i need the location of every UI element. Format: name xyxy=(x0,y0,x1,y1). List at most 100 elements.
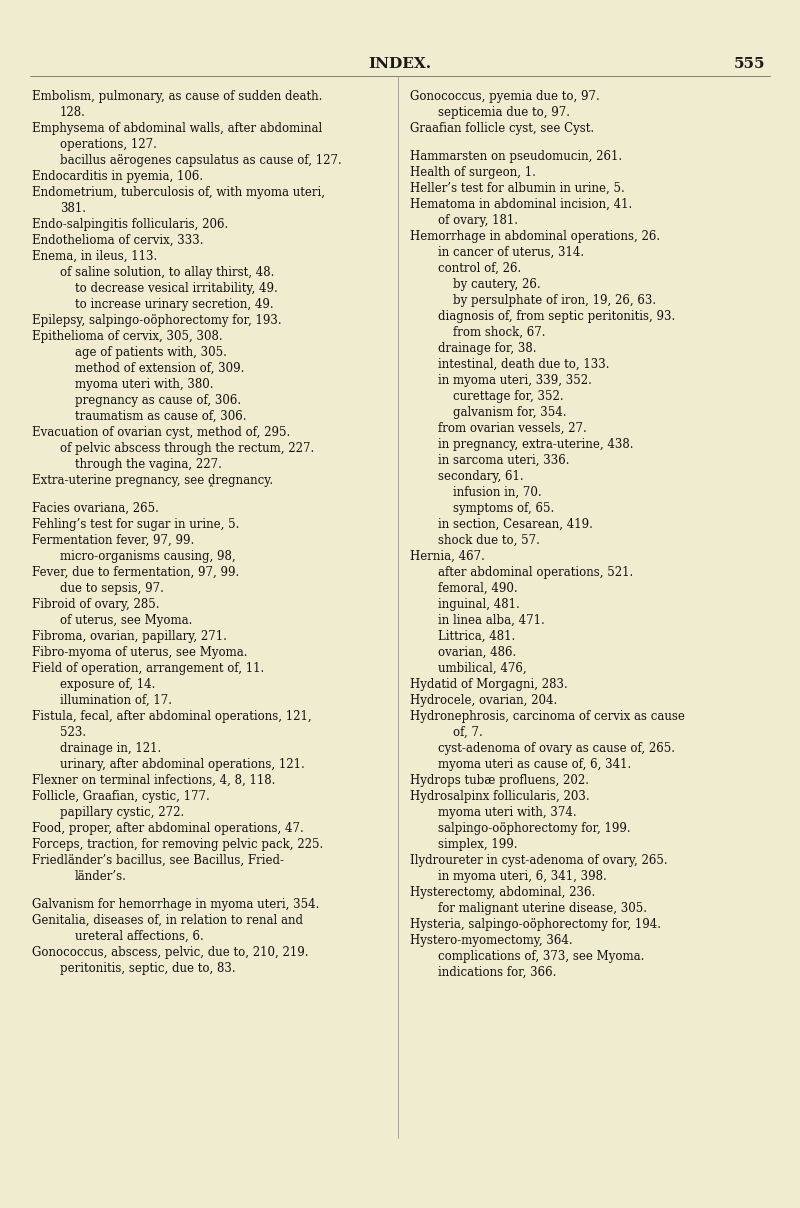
Text: Health of surgeon, 1.: Health of surgeon, 1. xyxy=(410,165,536,179)
Text: secondary, 61.: secondary, 61. xyxy=(438,470,524,483)
Text: pregnancy as cause of, 306.: pregnancy as cause of, 306. xyxy=(75,394,241,407)
Text: septicemia due to, 97.: septicemia due to, 97. xyxy=(438,106,570,120)
Text: of saline solution, to allay thirst, 48.: of saline solution, to allay thirst, 48. xyxy=(60,266,274,279)
Text: in myoma uteri, 339, 352.: in myoma uteri, 339, 352. xyxy=(438,374,592,387)
Text: 381.: 381. xyxy=(60,202,86,215)
Text: Hematoma in abdominal incision, 41.: Hematoma in abdominal incision, 41. xyxy=(410,198,632,211)
Text: exposure of, 14.: exposure of, 14. xyxy=(60,678,155,691)
Text: of pelvic abscess through the rectum, 227.: of pelvic abscess through the rectum, 22… xyxy=(60,442,314,455)
Text: infusion in, 70.: infusion in, 70. xyxy=(453,486,542,499)
Text: Follicle, Graafian, cystic, 177.: Follicle, Graafian, cystic, 177. xyxy=(32,790,210,803)
Text: symptoms of, 65.: symptoms of, 65. xyxy=(453,503,554,515)
Text: complications of, 373, see Myoma.: complications of, 373, see Myoma. xyxy=(438,949,644,963)
Text: operations, 127.: operations, 127. xyxy=(60,138,157,151)
Text: Fermentation fever, 97, 99.: Fermentation fever, 97, 99. xyxy=(32,534,194,547)
Text: Hemorrhage in abdominal operations, 26.: Hemorrhage in abdominal operations, 26. xyxy=(410,230,660,243)
Text: Field of operation, arrangement of, 11.: Field of operation, arrangement of, 11. xyxy=(32,662,264,675)
Text: Extra-uterine pregnancy, see ḓregnancy.: Extra-uterine pregnancy, see ḓregnancy. xyxy=(32,474,273,487)
Text: inguinal, 481.: inguinal, 481. xyxy=(438,598,520,611)
Text: after abdominal operations, 521.: after abdominal operations, 521. xyxy=(438,567,634,579)
Text: Food, proper, after abdominal operations, 47.: Food, proper, after abdominal operations… xyxy=(32,821,304,835)
Text: of ovary, 181.: of ovary, 181. xyxy=(438,214,518,227)
Text: Hydrocele, ovarian, 204.: Hydrocele, ovarian, 204. xyxy=(410,695,558,707)
Text: 523.: 523. xyxy=(60,726,86,739)
Text: Emphysema of abdominal walls, after abdominal: Emphysema of abdominal walls, after abdo… xyxy=(32,122,322,135)
Text: Endothelioma of cervix, 333.: Endothelioma of cervix, 333. xyxy=(32,234,203,246)
Text: urinary, after abdominal operations, 121.: urinary, after abdominal operations, 121… xyxy=(60,757,305,771)
Text: Epithelioma of cervix, 305, 308.: Epithelioma of cervix, 305, 308. xyxy=(32,330,222,343)
Text: 128.: 128. xyxy=(60,106,86,120)
Text: Endocarditis in pyemia, 106.: Endocarditis in pyemia, 106. xyxy=(32,170,203,182)
Text: Epilepsy, salpingo-oöphorectomy for, 193.: Epilepsy, salpingo-oöphorectomy for, 193… xyxy=(32,314,282,327)
Text: due to sepsis, 97.: due to sepsis, 97. xyxy=(60,582,164,596)
Text: Hammarsten on pseudomucin, 261.: Hammarsten on pseudomucin, 261. xyxy=(410,150,622,163)
Text: Graafian follicle cyst, see Cyst.: Graafian follicle cyst, see Cyst. xyxy=(410,122,594,135)
Text: Hydronephrosis, carcinoma of cervix as cause: Hydronephrosis, carcinoma of cervix as c… xyxy=(410,710,685,724)
Text: Embolism, pulmonary, as cause of sudden death.: Embolism, pulmonary, as cause of sudden … xyxy=(32,91,322,103)
Text: Hydatid of Morgagni, 283.: Hydatid of Morgagni, 283. xyxy=(410,678,568,691)
Text: Hysterectomy, abdominal, 236.: Hysterectomy, abdominal, 236. xyxy=(410,885,595,899)
Text: Fever, due to fermentation, 97, 99.: Fever, due to fermentation, 97, 99. xyxy=(32,567,239,579)
Text: from shock, 67.: from shock, 67. xyxy=(453,326,546,339)
Text: umbilical, 476,: umbilical, 476, xyxy=(438,662,526,675)
Text: Endo-salpingitis follicularis, 206.: Endo-salpingitis follicularis, 206. xyxy=(32,217,228,231)
Text: diagnosis of, from septic peritonitis, 93.: diagnosis of, from septic peritonitis, 9… xyxy=(438,310,675,323)
Text: Endometrium, tuberculosis of, with myoma uteri,: Endometrium, tuberculosis of, with myoma… xyxy=(32,186,325,199)
Text: to decrease vesical irritability, 49.: to decrease vesical irritability, 49. xyxy=(75,281,278,295)
Text: Evacuation of ovarian cyst, method of, 295.: Evacuation of ovarian cyst, method of, 2… xyxy=(32,426,290,439)
Text: indications for, 366.: indications for, 366. xyxy=(438,966,556,978)
Text: myoma uteri with, 380.: myoma uteri with, 380. xyxy=(75,378,214,391)
Text: femoral, 490.: femoral, 490. xyxy=(438,582,518,596)
Text: Flexner on terminal infections, 4, 8, 118.: Flexner on terminal infections, 4, 8, 11… xyxy=(32,774,275,786)
Text: of, 7.: of, 7. xyxy=(453,726,482,739)
Text: simplex, 199.: simplex, 199. xyxy=(438,838,518,850)
Text: shock due to, 57.: shock due to, 57. xyxy=(438,534,540,547)
Text: drainage for, 38.: drainage for, 38. xyxy=(438,342,537,355)
Text: peritonitis, septic, due to, 83.: peritonitis, septic, due to, 83. xyxy=(60,962,236,975)
Text: in cancer of uterus, 314.: in cancer of uterus, 314. xyxy=(438,246,584,259)
Text: Fibro-myoma of uterus, see Myoma.: Fibro-myoma of uterus, see Myoma. xyxy=(32,646,247,660)
Text: myoma uteri as cause of, 6, 341.: myoma uteri as cause of, 6, 341. xyxy=(438,757,631,771)
Text: länder’s.: länder’s. xyxy=(75,870,127,883)
Text: curettage for, 352.: curettage for, 352. xyxy=(453,390,564,403)
Text: papillary cystic, 272.: papillary cystic, 272. xyxy=(60,806,184,819)
Text: Gonococcus, pyemia due to, 97.: Gonococcus, pyemia due to, 97. xyxy=(410,91,600,103)
Text: of uterus, see Myoma.: of uterus, see Myoma. xyxy=(60,614,192,627)
Text: method of extension of, 309.: method of extension of, 309. xyxy=(75,362,244,374)
Text: illumination of, 17.: illumination of, 17. xyxy=(60,695,172,707)
Text: to increase urinary secretion, 49.: to increase urinary secretion, 49. xyxy=(75,298,274,310)
Text: by cautery, 26.: by cautery, 26. xyxy=(453,278,541,291)
Text: Friedländer’s bacillus, see Bacillus, Fried-: Friedländer’s bacillus, see Bacillus, Fr… xyxy=(32,854,284,867)
Text: for malignant uterine disease, 305.: for malignant uterine disease, 305. xyxy=(438,902,647,914)
Text: through the vagina, 227.: through the vagina, 227. xyxy=(75,458,222,471)
Text: Forceps, traction, for removing pelvic pack, 225.: Forceps, traction, for removing pelvic p… xyxy=(32,838,323,850)
Text: traumatism as cause of, 306.: traumatism as cause of, 306. xyxy=(75,410,246,423)
Text: Gonococcus, abscess, pelvic, due to, 210, 219.: Gonococcus, abscess, pelvic, due to, 210… xyxy=(32,946,309,959)
Text: in pregnancy, extra-uterine, 438.: in pregnancy, extra-uterine, 438. xyxy=(438,439,634,451)
Text: Galvanism for hemorrhage in myoma uteri, 354.: Galvanism for hemorrhage in myoma uteri,… xyxy=(32,898,319,911)
Text: ovarian, 486.: ovarian, 486. xyxy=(438,646,516,660)
Text: Heller’s test for albumin in urine, 5.: Heller’s test for albumin in urine, 5. xyxy=(410,182,625,194)
Text: myoma uteri with, 374.: myoma uteri with, 374. xyxy=(438,806,577,819)
Text: 555: 555 xyxy=(734,57,765,71)
Text: Fibroid of ovary, 285.: Fibroid of ovary, 285. xyxy=(32,598,159,611)
Text: galvanism for, 354.: galvanism for, 354. xyxy=(453,406,566,419)
Text: age of patients with, 305.: age of patients with, 305. xyxy=(75,345,227,359)
Text: cyst-adenoma of ovary as cause of, 265.: cyst-adenoma of ovary as cause of, 265. xyxy=(438,742,675,755)
Text: Fehling’s test for sugar in urine, 5.: Fehling’s test for sugar in urine, 5. xyxy=(32,518,239,532)
Text: Littrica, 481.: Littrica, 481. xyxy=(438,631,515,643)
Text: Hydrosalpinx follicularis, 203.: Hydrosalpinx follicularis, 203. xyxy=(410,790,590,803)
Text: Facies ovariana, 265.: Facies ovariana, 265. xyxy=(32,503,159,515)
Text: salpingo-oöphorectomy for, 199.: salpingo-oöphorectomy for, 199. xyxy=(438,821,630,835)
Text: bacillus aërogenes capsulatus as cause of, 127.: bacillus aërogenes capsulatus as cause o… xyxy=(60,153,342,167)
Text: micro-organisms causing, 98,: micro-organisms causing, 98, xyxy=(60,550,236,563)
Text: ureteral affections, 6.: ureteral affections, 6. xyxy=(75,930,204,943)
Text: Fistula, fecal, after abdominal operations, 121,: Fistula, fecal, after abdominal operatio… xyxy=(32,710,312,724)
Text: Enema, in ileus, 113.: Enema, in ileus, 113. xyxy=(32,250,158,263)
Text: drainage in, 121.: drainage in, 121. xyxy=(60,742,162,755)
Text: by persulphate of iron, 19, 26, 63.: by persulphate of iron, 19, 26, 63. xyxy=(453,294,656,307)
Text: intestinal, death due to, 133.: intestinal, death due to, 133. xyxy=(438,358,610,371)
Text: Hysteria, salpingo-oöphorectomy for, 194.: Hysteria, salpingo-oöphorectomy for, 194… xyxy=(410,918,661,931)
Text: Hernia, 467.: Hernia, 467. xyxy=(410,550,485,563)
Text: in section, Cesarean, 419.: in section, Cesarean, 419. xyxy=(438,518,593,532)
